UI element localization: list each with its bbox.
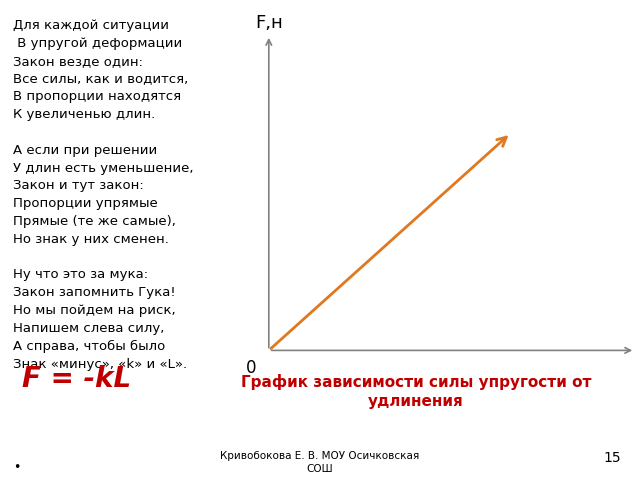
Text: F,н: F,н xyxy=(255,14,283,32)
Text: Кривобокова Е. В. МОУ Осичковская
СОШ: Кривобокова Е. В. МОУ Осичковская СОШ xyxy=(220,451,420,474)
Text: 15: 15 xyxy=(603,451,621,465)
Text: График зависимости силы упругости от
удлинения: График зависимости силы упругости от удл… xyxy=(241,374,591,409)
Text: Для каждой ситуации
 В упругой деформации
Закон везде один:
Все силы, как и води: Для каждой ситуации В упругой деформации… xyxy=(13,19,193,371)
Text: 0: 0 xyxy=(246,360,257,377)
Text: •: • xyxy=(13,461,20,474)
Text: F = -kL: F = -kL xyxy=(22,365,131,393)
